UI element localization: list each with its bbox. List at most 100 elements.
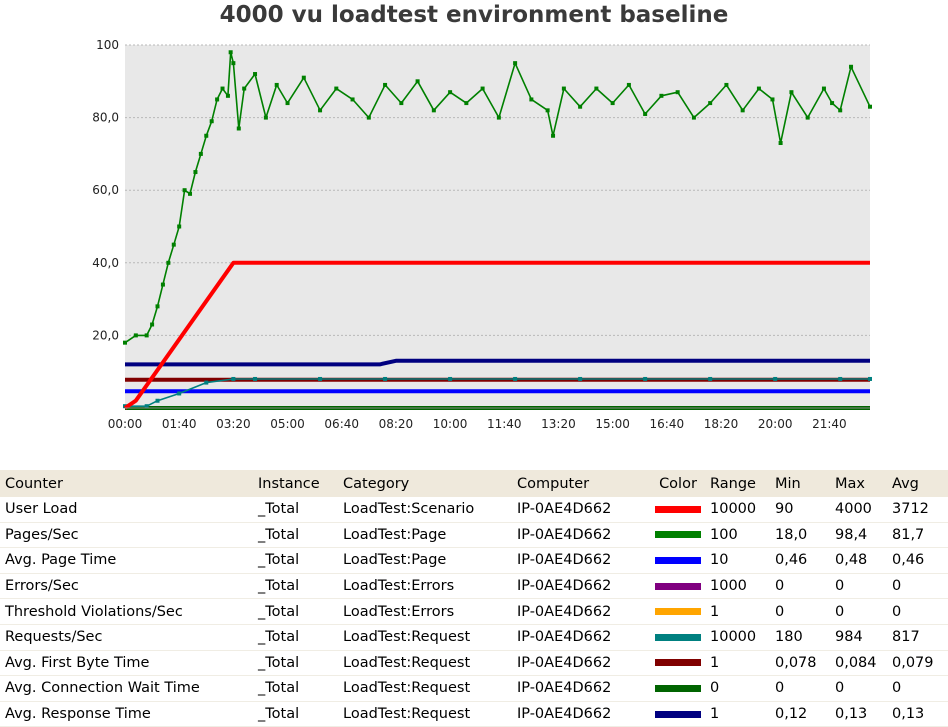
series-user-load [123,260,870,410]
cell-max: 0 [830,675,887,702]
data-point [868,104,872,109]
data-point [242,86,247,91]
x-tick-label: 16:40 [650,417,685,431]
cell-computer: IP-0AE4D662 [512,598,651,625]
data-point [770,97,775,102]
cell-min: 180 [770,624,830,651]
data-point [849,64,854,69]
data-point [123,340,127,345]
data-point [868,376,872,381]
cell-counter: Threshold Violations/Sec [0,598,253,625]
header-max[interactable]: Max [830,470,887,497]
table-row[interactable]: Threshold Violations/Sec _Total LoadTest:E… [0,598,948,625]
data-point [805,115,810,120]
cell-max: 984 [830,624,887,651]
cell-instance: _Total [253,598,338,625]
cell-category: LoadTest:Page [338,522,512,549]
data-point [383,376,388,381]
cell-computer: IP-0AE4D662 [512,522,651,549]
data-point [177,391,182,396]
cell-color [651,650,705,677]
cell-avg: 0 [887,675,948,702]
data-point [231,376,236,381]
table-row[interactable]: Pages/Sec _Total LoadTest:Page IP-0AE4D662 1… [0,522,948,549]
cell-avg: 0,46 [887,547,948,574]
x-tick-label: 21:40 [812,417,847,431]
cell-min: 18,0 [770,522,830,549]
data-point [821,86,826,91]
data-point [838,108,843,113]
data-point [789,90,794,95]
cell-max: 0,084 [830,650,887,677]
cell-color [651,598,705,625]
cell-range: 1 [705,701,770,727]
data-point [155,398,160,403]
cell-min: 0 [770,675,830,702]
table-body: User Load _Total LoadTest:Scenario IP-0AE4D… [0,497,948,727]
table-row[interactable]: User Load _Total LoadTest:Scenario IP-0AE4D… [0,497,948,523]
cell-category: LoadTest:Request [338,675,512,702]
table-row[interactable]: Avg. First Byte Time _Total LoadTest:Reque… [0,650,948,677]
data-point [253,376,258,381]
cell-range: 10 [705,547,770,574]
table-row[interactable]: Avg. Page Time _Total LoadTest:Page IP-0AE4… [0,547,948,574]
data-point [263,115,268,120]
cell-color [651,522,705,549]
header-range[interactable]: Range [705,470,770,497]
cell-counter: Avg. Response Time [0,701,253,727]
cell-color [651,573,705,600]
data-point [708,101,713,106]
color-swatch [655,659,701,667]
cell-computer: IP-0AE4D662 [512,675,651,702]
header-color[interactable]: Color [651,470,705,497]
cell-category: LoadTest:Page [338,547,512,574]
data-point [561,86,566,91]
data-point [513,376,518,381]
cell-min: 0,46 [770,547,830,574]
cell-color [651,701,705,727]
x-tick-label: 20:00 [758,417,793,431]
data-point [496,115,501,120]
cell-max: 0,48 [830,547,887,574]
x-tick-labels: 00:00 01:40 03:20 05:00 06:40 08:20 10:00 11:40… [108,417,847,431]
header-instance[interactable]: Instance [253,470,338,497]
cell-avg: 81,7 [887,522,948,549]
data-point [274,82,279,87]
x-tick-label: 08:20 [379,417,414,431]
data-point [778,141,783,146]
data-point [144,333,149,338]
cell-instance: _Total [253,547,338,574]
header-computer[interactable]: Computer [512,470,651,497]
table-row[interactable]: Avg. Response Time _Total LoadTest:Request… [0,701,948,727]
y-tick-label: 60,0 [92,183,119,197]
cell-avg: 0,13 [887,701,948,727]
cell-counter: Avg. Page Time [0,547,253,574]
data-point [383,82,388,87]
data-point [193,170,198,175]
header-min[interactable]: Min [770,470,830,497]
data-point [659,93,664,98]
series-line-user-load [123,260,870,410]
data-point [350,97,355,102]
cell-instance: _Total [253,675,338,702]
data-point [133,333,138,338]
data-point [215,97,220,102]
table-row[interactable]: Requests/Sec _Total LoadTest:Request IP-0AE… [0,624,948,651]
table-row[interactable]: Errors/Sec _Total LoadTest:Errors IP-0AE4D6… [0,573,948,600]
data-point [830,101,835,106]
cell-range: 0 [705,675,770,702]
data-point [643,111,648,116]
cell-range: 10000 [705,497,770,523]
data-point [626,82,631,87]
header-category[interactable]: Category [338,470,512,497]
cell-range: 1 [705,650,770,677]
data-point [285,101,290,106]
header-avg[interactable]: Avg [887,470,948,497]
data-point [318,376,323,381]
header-counter[interactable]: Counter [0,470,253,497]
cell-instance: _Total [253,522,338,549]
data-point [182,188,187,193]
color-swatch [655,684,701,692]
data-point [155,304,160,309]
table-row[interactable]: Avg. Connection Wait Time _Total LoadTest:… [0,675,948,702]
